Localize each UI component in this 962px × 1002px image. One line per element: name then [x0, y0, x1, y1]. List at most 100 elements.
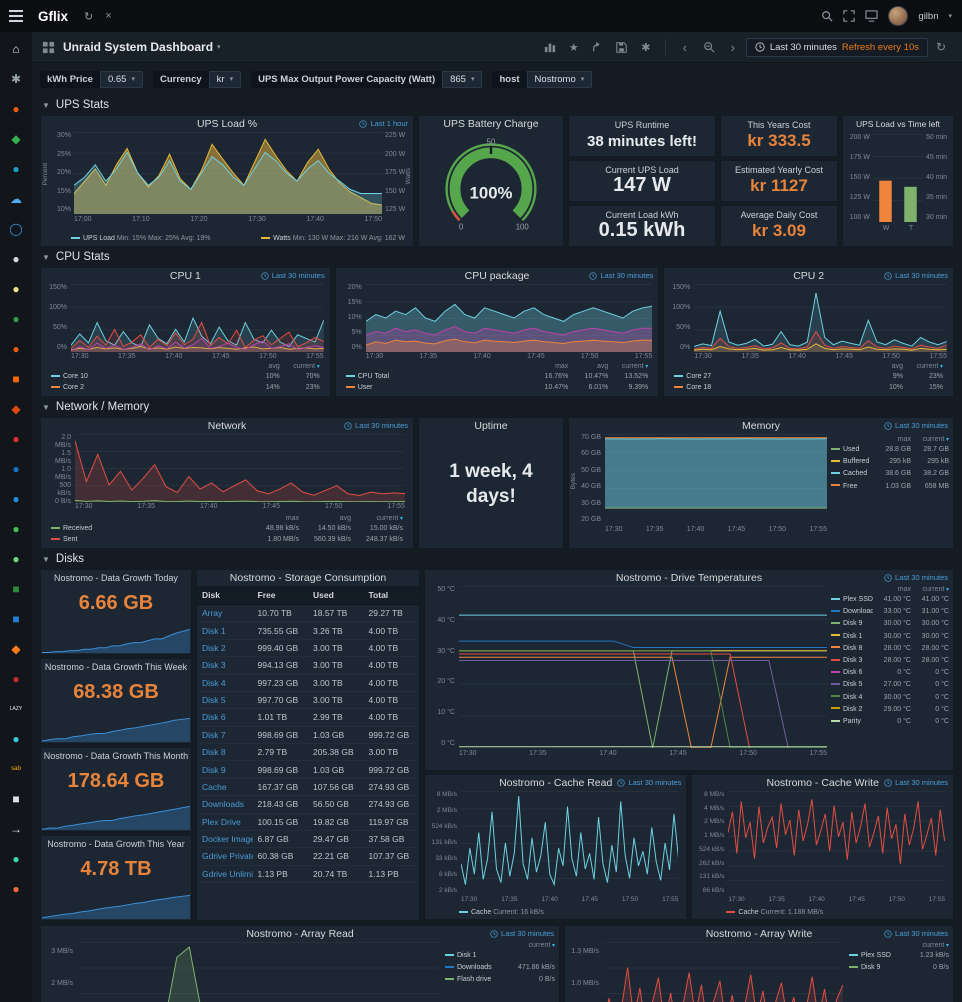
disk-name-cell[interactable]: Downloads [197, 795, 253, 814]
legend-item[interactable]: Disk 4 30.00 °C 0 °C [831, 692, 949, 704]
unraid-arrow-icon[interactable]: ● [12, 102, 20, 116]
panel-title[interactable]: Nostromo - Cache Write [766, 777, 879, 789]
disk-name-cell[interactable]: Plex Drive [197, 813, 253, 831]
panel-title[interactable]: CPU package [464, 270, 530, 282]
panel-time-range[interactable]: Last 30 minutes [884, 778, 948, 787]
fullscreen-icon[interactable] [843, 10, 856, 22]
panel-title[interactable]: Nostromo - Storage Consumption [229, 572, 387, 584]
variable-dropdown[interactable]: UPS Max Output Power Capacity (Watt) 865… [251, 70, 483, 88]
panel-title[interactable]: UPS Load vs Time left [855, 119, 941, 129]
legend-item[interactable]: Downloads 471.86 kB/s [445, 962, 555, 974]
panel-time-range[interactable]: Last 30 minutes [617, 778, 681, 787]
settings-gear-button[interactable]: ✱ [641, 41, 651, 54]
legend-item[interactable]: Core 18 10% 15% [674, 382, 943, 393]
legend-item[interactable]: Disk 1 30.00 °C 30.00 °C [831, 631, 949, 643]
share-button[interactable] [587, 37, 609, 57]
legend-item[interactable]: Cached 38.6 GB 38.2 GB [831, 468, 949, 480]
sync-icon[interactable]: ↻ [84, 10, 94, 23]
variable-dropdown[interactable]: kWh Price 0.65 ▾ [40, 70, 143, 88]
small-red-icon[interactable]: ● [12, 672, 20, 686]
disk-name-cell[interactable]: Disk 7 [197, 726, 253, 745]
search-app-icon[interactable]: ◯ [9, 222, 23, 236]
legend-item[interactable]: Core 27 9% 23% [674, 371, 943, 382]
blue-hand-icon[interactable]: ● [12, 492, 20, 506]
water-drop-icon[interactable]: ● [12, 732, 20, 746]
disk-name-cell[interactable]: Gdrive Unlimited [197, 865, 253, 884]
table-column-header[interactable]: Used [308, 586, 364, 605]
array-write-graph[interactable] [603, 942, 843, 1002]
panel-time-range[interactable]: Last 30 minutes [344, 421, 408, 430]
disk-name-cell[interactable]: Docker Image [197, 830, 253, 849]
tv-icon[interactable] [865, 10, 878, 22]
cpu2-graph[interactable] [694, 284, 948, 352]
panel-time-range[interactable]: Last 30 minutes [884, 421, 948, 430]
table-column-header[interactable]: Free [252, 586, 308, 605]
variable-dropdown[interactable]: Currency kr ▾ [152, 70, 242, 88]
user-menu-caret-icon[interactable]: ▾ [948, 13, 952, 20]
legend-item[interactable]: Plex SSD 41.00 °C 41.00 °C [831, 594, 949, 606]
row-header-ups-stats[interactable]: ▼ UPS Stats [42, 99, 109, 111]
cache-read-graph[interactable] [461, 791, 679, 895]
robot-icon[interactable]: ● [12, 252, 20, 266]
disk-name-cell[interactable]: Disk 3 [197, 656, 253, 675]
legend-item[interactable]: Watts Min: 130 W Max: 216 W Avg: 162 W [261, 235, 405, 242]
frog-icon[interactable]: ● [12, 552, 20, 566]
user-avatar[interactable] [888, 6, 909, 26]
legend-item[interactable]: Parity 0 °C 0 °C [831, 716, 949, 728]
panel-title[interactable]: Nostromo - Data Growth This Month [43, 750, 189, 761]
legend-item[interactable]: Disk 9 30.00 °C 30.00 °C [831, 618, 949, 630]
row-header-disks[interactable]: ▼ Disks [42, 553, 85, 565]
beer-icon[interactable]: ● [12, 282, 20, 296]
legend-item[interactable]: Disk 1 [445, 950, 555, 962]
row-header-cpu-stats[interactable]: ▼ CPU Stats [42, 251, 110, 263]
panel-title[interactable]: Current UPS Load [605, 165, 679, 174]
cache-write-graph[interactable] [728, 791, 946, 895]
username[interactable]: gilbn [918, 10, 939, 22]
time-back-button[interactable]: ‹ [682, 39, 687, 55]
panel-title[interactable]: Memory [742, 420, 780, 432]
lazy-label-icon[interactable]: LAZY [9, 705, 23, 712]
cloud-icon[interactable]: ☁ [10, 192, 22, 206]
row-header-network-memory[interactable]: ▼ Network / Memory [42, 401, 150, 413]
disk-name-cell[interactable]: Disk 1 [197, 621, 253, 640]
legend-item[interactable]: User 10.47% 6.01% 9.39% [345, 382, 648, 393]
orange-square-icon[interactable]: ■ [12, 372, 20, 386]
graph-legend[interactable]: Cache Current: 1.188 MB/s [726, 909, 823, 916]
time-picker[interactable]: Last 30 minutes Refresh every 10s [745, 37, 928, 57]
panel-title[interactable]: CPU 2 [793, 270, 825, 282]
red-circle-icon[interactable]: ● [12, 432, 20, 446]
add-panel-button[interactable] [539, 37, 561, 57]
panel-time-range[interactable]: Last 30 minutes [884, 271, 948, 280]
drive-temps-graph[interactable] [459, 586, 827, 748]
cpu1-graph[interactable] [71, 284, 324, 352]
flame-icon[interactable]: ● [12, 342, 20, 356]
menu-toggle-icon[interactable] [0, 0, 32, 32]
legend-item[interactable]: Disk 9 0 B/s [849, 962, 949, 974]
panel-title[interactable]: UPS Battery Charge [443, 118, 539, 130]
disk-name-cell[interactable]: Cache [197, 778, 253, 797]
legend-item[interactable]: CPU Total 16.76% 10.47% 13.52% [345, 371, 648, 382]
panel-title[interactable]: CPU 1 [169, 270, 201, 282]
red-shield-icon[interactable]: ◆ [11, 402, 21, 416]
dashboard-title[interactable]: Unraid System Dashboard [63, 40, 214, 54]
cpu-package-graph[interactable] [365, 284, 653, 352]
legend-item[interactable]: UPS Load Min: 15% Max: 25% Avg: 19% [71, 235, 211, 242]
legend-item[interactable]: Disk 5 27.00 °C 0 °C [831, 679, 949, 691]
network-graph[interactable] [75, 434, 405, 502]
panel-title[interactable]: Nostromo - Drive Temperatures [615, 572, 763, 584]
panel-title[interactable]: Nostromo - Array Read [246, 928, 354, 940]
orange-diamond-icon[interactable]: ◆ [11, 642, 21, 656]
disk-name-cell[interactable]: Disk 5 [197, 691, 253, 710]
legend-item[interactable]: Buffered 295 kB 295 kB [831, 456, 949, 468]
panel-title[interactable]: Nostromo - Cache Read [499, 777, 613, 789]
logout-icon[interactable]: → [10, 822, 22, 836]
zoom-out-button[interactable] [698, 37, 720, 57]
panel-title[interactable]: Network [207, 420, 247, 432]
github-icon[interactable]: ● [12, 852, 20, 866]
panel-title[interactable]: UPS Load % [196, 118, 258, 130]
variable-dropdown[interactable]: host Nostromo ▾ [492, 70, 593, 88]
ups-bars-graph[interactable] [873, 134, 923, 222]
blue-eye-icon[interactable]: ● [12, 462, 20, 476]
graph-legend[interactable]: Cache Current: 16 kB/s [459, 909, 544, 916]
close-icon[interactable]: × [105, 10, 112, 22]
